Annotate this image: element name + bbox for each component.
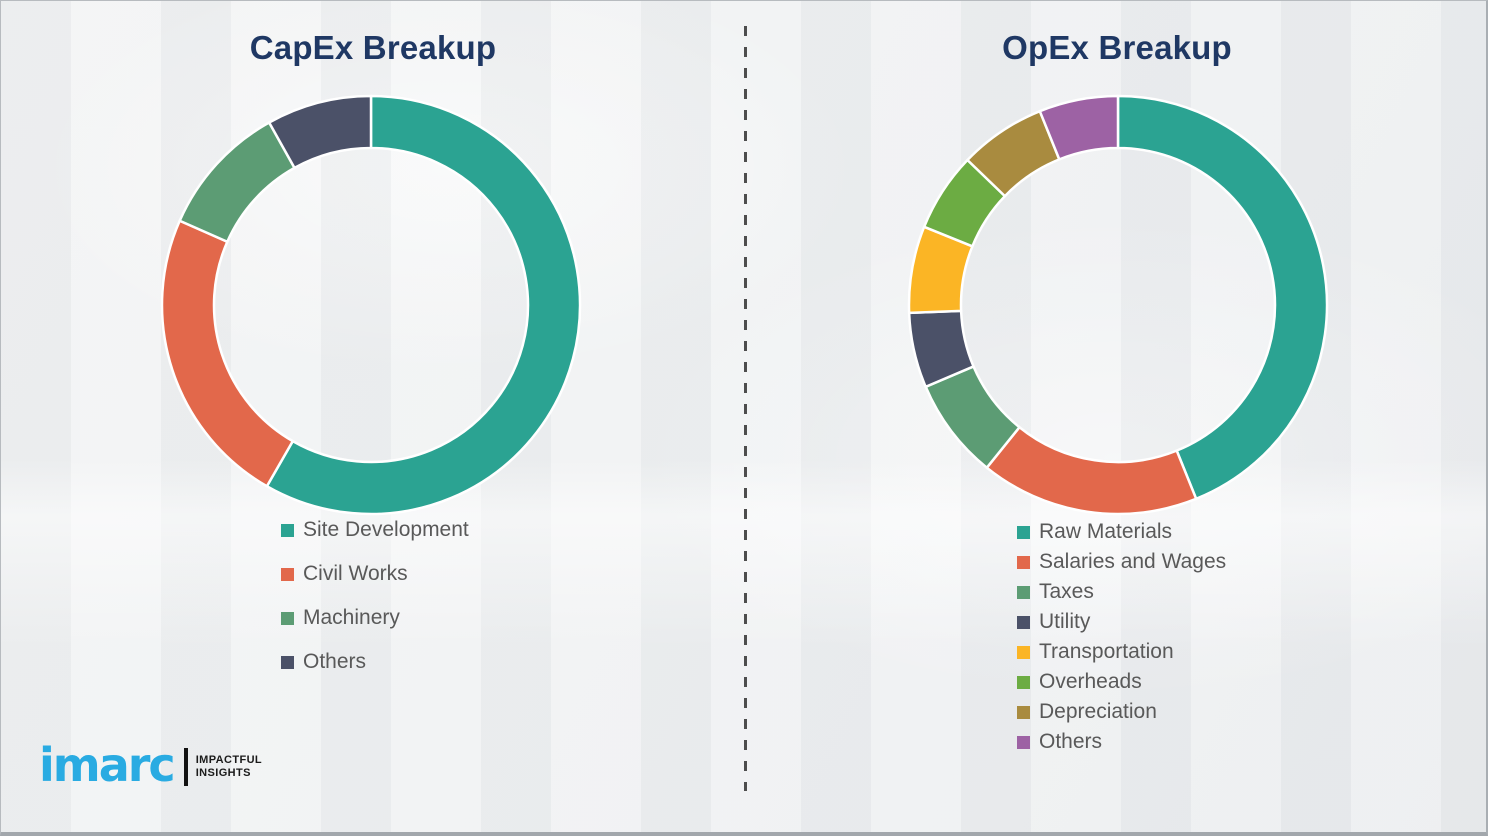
logo-tagline-line2: INSIGHTS [195, 767, 251, 779]
donut-segment-raw-materials [1116, 94, 1329, 501]
legend-label-machinery: Machinery [303, 606, 400, 629]
donut-segment-machinery [178, 121, 296, 243]
legend-marker-others [281, 655, 294, 669]
legend-marker-transportation [1017, 645, 1030, 659]
legend-item-site-development: Site Development [281, 508, 469, 552]
legend-marker-others [1017, 735, 1030, 749]
donut-segment-civil-works [160, 219, 295, 488]
donut-segment-site-development [265, 94, 582, 516]
legend-marker-machinery [281, 611, 294, 625]
logo-tagline-line1: IMPACTFUL [195, 753, 263, 766]
legend-marker-salaries-and-wages [1017, 555, 1030, 569]
opex-legend: Raw Materials Salaries and Wages Taxes Util… [1017, 517, 1226, 757]
legend-marker-civil-works [281, 567, 294, 581]
legend-label-others: Others [303, 650, 367, 673]
legend-item-overheads: Overheads [1017, 667, 1226, 697]
legend-marker-raw-materials [1017, 525, 1030, 539]
capex-legend: Site Development Civil Works Machinery Othe… [281, 508, 469, 684]
legend-marker-depreciation [1017, 705, 1030, 719]
legend-item-utility: Utility [1017, 607, 1226, 637]
legend-label-others: Others [1039, 730, 1103, 753]
legend-item-machinery: Machinery [281, 596, 469, 640]
vertical-dashed-divider [744, 26, 747, 791]
legend-marker-taxes [1017, 585, 1030, 599]
legend-item-salaries-and-wages: Salaries and Wages [1017, 547, 1226, 577]
legend-label-raw-materials: Raw Materials [1039, 520, 1173, 543]
logo-tagline: IMPACTFUL INSIGHTS [196, 754, 262, 780]
opex-chart-title: OpEx Breakup [1002, 29, 1232, 66]
opex-panel: OpEx Breakup Raw Materials Salaries and W… [745, 1, 1486, 832]
capex-panel: CapEx Breakup Site Development Civil Work… [1, 1, 745, 832]
legend-item-raw-materials: Raw Materials [1017, 517, 1226, 547]
legend-label-utility: Utility [1039, 610, 1091, 633]
donut-segment-salaries-and-wages [985, 425, 1198, 516]
legend-label-depreciation: Depreciation [1039, 700, 1157, 723]
legend-item-civil-works: Civil Works [281, 552, 469, 596]
logo-divider-bar [183, 748, 188, 786]
legend-label-overheads: Overheads [1039, 670, 1142, 693]
imarc-logo: imarc IMPACTFUL INSIGHTS [39, 742, 262, 788]
capex-chart-title: CapEx Breakup [249, 29, 497, 66]
legend-marker-overheads [1017, 675, 1030, 689]
legend-marker-site-development [281, 523, 294, 537]
legend-label-taxes: Taxes [1039, 580, 1094, 603]
donut-segment-others [267, 94, 373, 170]
legend-label-transportation: Transportation [1039, 640, 1174, 663]
legend-item-transportation: Transportation [1017, 637, 1226, 667]
legend-item-others: Others [1017, 727, 1226, 757]
legend-label-salaries-and-wages: Salaries and Wages [1039, 550, 1227, 573]
legend-label-site-development: Site Development [303, 518, 469, 541]
opex-donut-chart [907, 94, 1329, 516]
legend-item-depreciation: Depreciation [1017, 697, 1226, 727]
legend-label-civil-works: Civil Works [303, 562, 408, 585]
imarc-logo-wordmark: imarc [39, 738, 176, 792]
legend-marker-utility [1017, 615, 1030, 629]
donut-segment-others [1038, 94, 1120, 161]
legend-item-others: Others [281, 640, 469, 684]
capex-donut-chart [160, 94, 582, 516]
legend-item-taxes: Taxes [1017, 577, 1226, 607]
